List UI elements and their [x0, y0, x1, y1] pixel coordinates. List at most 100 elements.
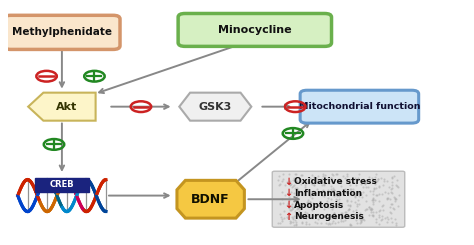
Point [394, 185, 401, 189]
Point [305, 198, 312, 202]
Point [328, 189, 336, 193]
Point [349, 187, 356, 191]
Point [308, 182, 316, 185]
Point [292, 187, 300, 191]
Point [276, 212, 283, 216]
Point [332, 192, 340, 196]
Point [388, 202, 396, 206]
Point [361, 208, 369, 212]
Text: Minocycline: Minocycline [218, 25, 292, 35]
Point [337, 218, 345, 221]
Point [367, 210, 374, 214]
Text: Apoptosis: Apoptosis [294, 201, 344, 209]
Point [331, 221, 338, 225]
Point [343, 210, 350, 214]
Point [310, 183, 318, 187]
Point [395, 193, 403, 197]
Point [370, 180, 377, 184]
Point [297, 182, 305, 186]
Point [345, 189, 352, 193]
Point [305, 221, 313, 225]
Point [284, 191, 292, 195]
Point [314, 217, 322, 221]
Point [365, 206, 373, 209]
Point [345, 208, 352, 212]
Point [337, 184, 345, 188]
Point [347, 223, 355, 227]
Point [368, 176, 376, 180]
Point [319, 177, 326, 181]
Point [364, 207, 371, 211]
Point [320, 194, 328, 198]
Point [370, 202, 377, 206]
Point [391, 217, 399, 221]
Point [375, 184, 383, 188]
Point [311, 191, 319, 195]
Point [369, 210, 377, 214]
Point [341, 176, 349, 180]
Point [309, 192, 316, 196]
Point [376, 215, 383, 219]
Point [298, 221, 305, 225]
Point [333, 172, 341, 176]
Point [314, 203, 321, 207]
Point [328, 221, 335, 225]
Point [335, 177, 342, 181]
Point [386, 197, 393, 201]
Point [356, 221, 364, 225]
Point [377, 176, 384, 180]
Point [302, 222, 310, 226]
Point [383, 179, 391, 183]
Point [283, 215, 291, 219]
Point [370, 197, 377, 201]
Point [375, 185, 383, 189]
Point [359, 190, 366, 194]
Point [290, 206, 297, 210]
Point [374, 179, 381, 183]
Point [332, 197, 339, 201]
Point [379, 214, 386, 218]
Point [363, 193, 370, 197]
Point [337, 180, 344, 184]
Point [388, 176, 396, 180]
Point [362, 199, 370, 203]
Point [329, 219, 337, 223]
Point [289, 184, 297, 188]
FancyBboxPatch shape [178, 13, 331, 46]
Point [378, 218, 385, 221]
Point [287, 179, 294, 183]
Point [384, 196, 392, 200]
Point [359, 185, 367, 189]
Point [365, 213, 373, 217]
Point [354, 221, 361, 225]
Point [291, 183, 298, 187]
Point [378, 217, 386, 221]
FancyBboxPatch shape [300, 90, 419, 123]
Point [280, 216, 288, 220]
Point [311, 213, 319, 217]
Point [289, 179, 297, 183]
Point [321, 173, 328, 177]
Text: Methylphenidate: Methylphenidate [12, 27, 112, 37]
Point [351, 193, 359, 197]
Point [323, 212, 331, 216]
Point [323, 199, 331, 203]
Point [351, 195, 358, 199]
Point [295, 206, 302, 210]
Point [320, 182, 328, 186]
Point [356, 217, 364, 221]
Point [387, 187, 395, 191]
Point [279, 197, 286, 201]
Point [337, 211, 345, 215]
Point [375, 192, 383, 196]
Text: BDNF: BDNF [191, 193, 230, 206]
Point [352, 212, 359, 216]
Point [354, 176, 362, 180]
Point [355, 214, 363, 218]
Point [344, 198, 351, 202]
Point [325, 181, 332, 185]
Point [341, 190, 349, 194]
Text: Neurogenesis: Neurogenesis [294, 212, 364, 221]
Point [372, 175, 379, 179]
Point [293, 179, 301, 183]
